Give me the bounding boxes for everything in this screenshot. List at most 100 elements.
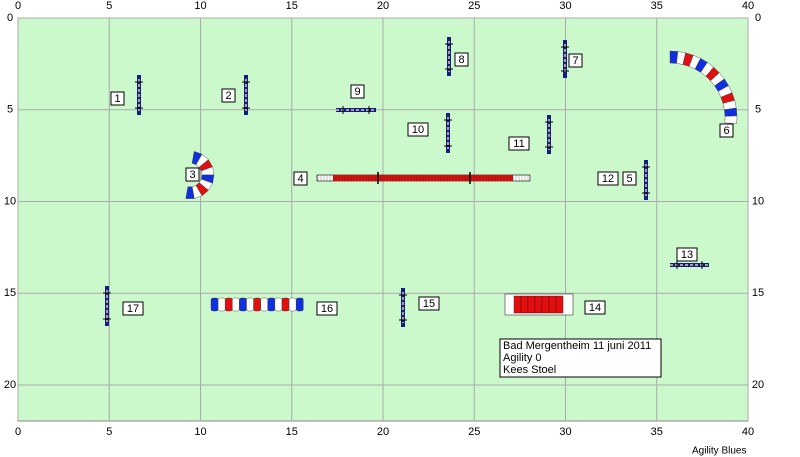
tunnel-segment <box>239 297 247 312</box>
number-label: 9 <box>354 86 360 98</box>
x-tick-label: 30 <box>559 426 571 438</box>
x-tick-label: 25 <box>468 0 480 12</box>
x-tick-label: 30 <box>559 0 571 12</box>
y-tick-label: 10 <box>752 195 764 207</box>
chute-segment <box>534 295 543 314</box>
info-box <box>499 338 662 378</box>
x-tick-label: 0 <box>15 426 21 438</box>
number-box <box>568 53 583 68</box>
jump <box>642 160 650 200</box>
number-box <box>676 247 698 262</box>
x-tick-label: 10 <box>194 0 206 12</box>
number-box <box>185 167 200 182</box>
number-box <box>597 171 619 186</box>
y-tick-label: 20 <box>752 379 764 391</box>
tunnel-segment <box>260 297 269 312</box>
chute-segment <box>513 295 522 314</box>
number-label: 12 <box>602 173 614 185</box>
y-tick-label: 15 <box>752 287 764 299</box>
number-label: 8 <box>458 54 464 66</box>
tunnel-segment <box>210 297 219 312</box>
y-tick-label: 20 <box>4 379 16 391</box>
x-tick-label: 25 <box>468 426 480 438</box>
number-label: 14 <box>589 302 601 314</box>
jump <box>336 106 376 114</box>
x-tick-label: 40 <box>742 0 754 12</box>
number-box <box>122 301 144 316</box>
number-label: 6 <box>723 125 729 137</box>
jump <box>135 75 143 115</box>
info-line: Bad Mergentheim 11 juni 2011 <box>503 340 651 352</box>
number-box <box>418 296 440 311</box>
tunnel-segment <box>185 186 195 199</box>
tunnel-segment <box>724 115 738 125</box>
number-box <box>316 301 338 316</box>
number-box <box>584 300 606 315</box>
number-label: 17 <box>127 303 139 315</box>
x-tick-label: 10 <box>194 426 206 438</box>
x-tick-label: 5 <box>106 426 112 438</box>
number-label: 10 <box>412 124 424 136</box>
tunnel-segment <box>253 297 261 312</box>
tunnel-segment <box>232 297 240 312</box>
number-label: 3 <box>189 169 195 181</box>
jump <box>670 261 709 269</box>
number-box <box>508 136 530 151</box>
jump <box>242 75 250 115</box>
jump <box>444 113 452 153</box>
number-box <box>622 171 637 186</box>
x-tick-label: 40 <box>742 426 754 438</box>
number-label: 15 <box>423 298 435 310</box>
tunnel-segment <box>274 297 283 312</box>
chute-segment <box>520 295 529 314</box>
number-label: 7 <box>572 55 578 67</box>
tunnel-segment <box>296 297 304 312</box>
number-label: 1 <box>114 93 120 105</box>
x-tick-label: 35 <box>651 0 663 12</box>
number-box <box>293 171 308 186</box>
chute-segment <box>527 295 536 314</box>
y-tick-label: 0 <box>7 12 13 24</box>
y-tick-label: 0 <box>755 12 761 24</box>
tunnel-segment <box>267 297 276 312</box>
footer: Agility Blues <box>692 446 746 457</box>
x-tick-label: 35 <box>651 426 663 438</box>
y-tick-label: 15 <box>4 287 16 299</box>
info-line: Agility 0 <box>503 352 542 364</box>
x-tick-label: 20 <box>377 426 389 438</box>
tunnel-segment <box>217 297 226 312</box>
tunnel-segment <box>224 297 233 312</box>
number-box <box>350 84 365 99</box>
y-tick-label: 5 <box>755 104 761 116</box>
number-label: 5 <box>626 173 632 185</box>
tunnel-segment <box>246 297 254 312</box>
y-tick-label: 10 <box>4 195 16 207</box>
x-tick-label: 15 <box>286 0 298 12</box>
number-label: 13 <box>681 249 693 261</box>
chute-segment <box>548 295 557 314</box>
chute-segment <box>541 295 550 314</box>
x-tick-label: 5 <box>106 0 112 12</box>
jump <box>399 288 407 327</box>
x-tick-label: 15 <box>286 426 298 438</box>
number-box <box>454 52 469 67</box>
number-box <box>719 123 734 138</box>
tunnel-segment <box>288 297 297 312</box>
jump <box>103 286 111 326</box>
jump <box>561 40 569 78</box>
x-tick-label: 20 <box>377 0 389 12</box>
jump <box>445 37 453 76</box>
number-label: 4 <box>297 173 303 185</box>
number-box <box>407 122 429 137</box>
number-label: 16 <box>321 303 333 315</box>
y-tick-label: 5 <box>7 104 13 116</box>
info-line: Kees Stoel <box>503 364 556 376</box>
number-box <box>221 88 236 103</box>
number-label: 2 <box>225 90 231 102</box>
chute-segment <box>555 295 564 314</box>
x-tick-label: 0 <box>15 0 21 12</box>
jump <box>545 115 553 154</box>
number-label: 11 <box>513 138 524 150</box>
